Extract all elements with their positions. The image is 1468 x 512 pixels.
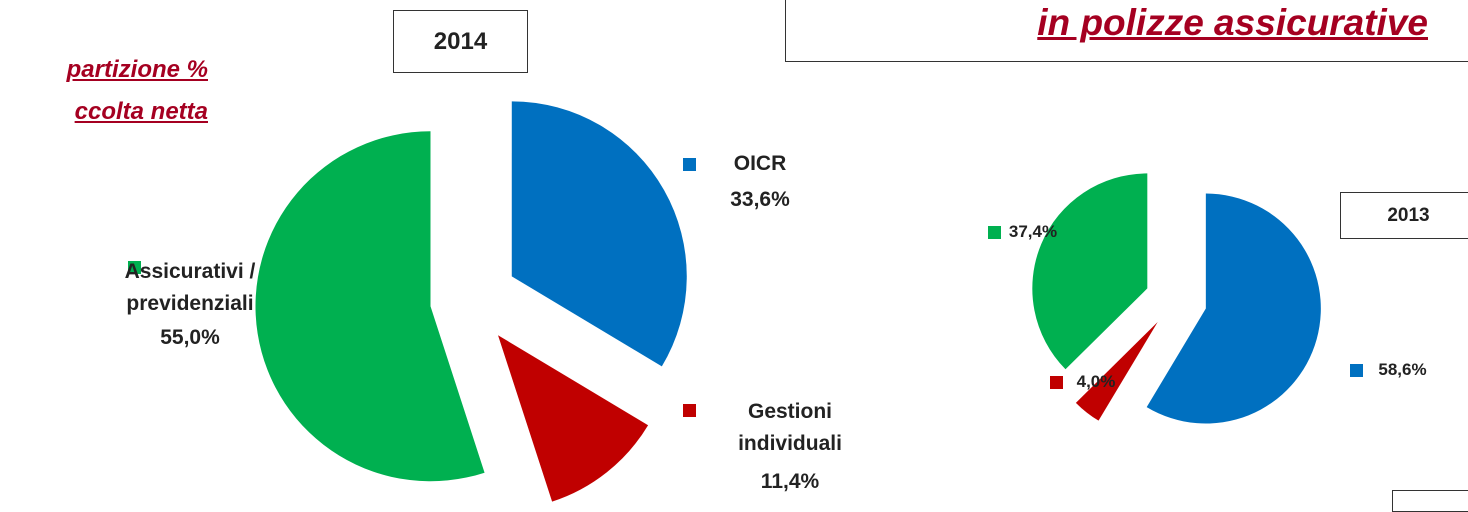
legend-swatch [1350,364,1363,377]
subtitle-line: ccolta netta [74,98,208,125]
data-label: 4,0% [1076,372,1116,391]
legend-swatch [988,226,1001,239]
data-label: 58,6% [1378,360,1427,379]
legend-swatch [683,158,696,171]
page-title: in polizze assicurative [1037,2,1428,43]
data-label: 55,0% [160,326,220,349]
pie-slice [1075,322,1158,421]
data-label: 37,4% [1008,222,1058,241]
pie-slice [498,335,649,502]
data-label: 11,4% [760,470,820,493]
corner-box [1392,490,1468,512]
title-box [785,0,1468,62]
legend-label: Assicurativi / previdenziali [124,260,256,315]
subtitle-line: partizione % [66,56,208,83]
legend-swatch [128,261,141,274]
pie-slice [1032,173,1148,370]
pie-slice [255,131,485,482]
chart-title-box: 2013 [1340,192,1468,239]
legend-swatch [683,404,696,417]
legend-label: Gestioni individuali [738,400,842,455]
legend-swatch [1050,376,1063,389]
data-label: 33,6% [730,188,790,211]
legend-label: OICR [733,152,787,175]
pie-slice [511,101,687,367]
chart-title-box: 2014 [393,10,528,73]
pie-slice [1146,193,1321,424]
